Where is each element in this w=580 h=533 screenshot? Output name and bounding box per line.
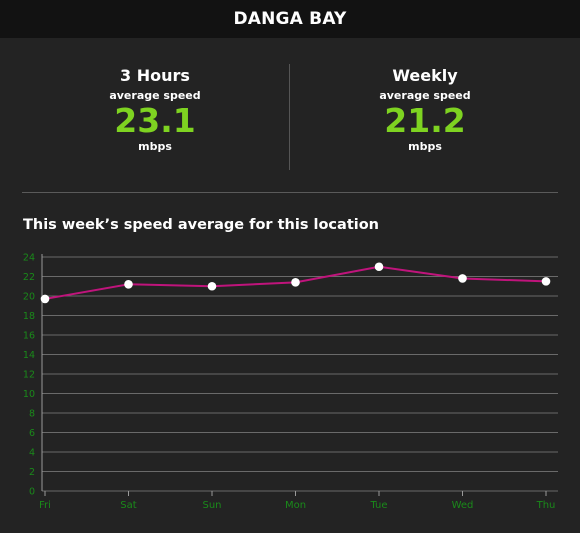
- data-point: [374, 262, 384, 272]
- location-title: DANGA BAY: [233, 9, 347, 29]
- x-tick-label: Fri: [39, 500, 51, 511]
- stat-unit: mbps: [138, 140, 172, 153]
- y-tick-label: 0: [29, 487, 35, 498]
- x-tick-label: Sat: [120, 500, 136, 511]
- x-tick-label: Sun: [202, 500, 221, 511]
- x-tick-label: Thu: [536, 500, 556, 511]
- y-tick-label: 8: [29, 409, 35, 420]
- data-point: [124, 280, 133, 289]
- x-tick-label: Wed: [452, 500, 474, 511]
- stat-unit: mbps: [408, 140, 442, 153]
- data-point: [40, 294, 50, 304]
- data-point: [458, 274, 467, 283]
- y-tick-label: 6: [29, 428, 35, 439]
- stat-value: 21.2: [384, 101, 466, 140]
- stat-label: average speed: [379, 89, 471, 102]
- chart-title: This week’s speed average for this locat…: [23, 217, 380, 233]
- data-point: [207, 281, 217, 291]
- stat-weekly: Weekly average speed 21.2 mbps: [292, 58, 558, 174]
- speed-stats: 3 Hours average speed 23.1 mbps Weekly a…: [22, 58, 558, 174]
- stat-period: Weekly: [392, 66, 458, 85]
- y-tick-label: 22: [23, 272, 35, 283]
- y-tick-label: 20: [23, 292, 35, 303]
- y-tick-label: 10: [23, 389, 35, 400]
- x-tick-label: Tue: [369, 500, 387, 511]
- section-divider: [22, 192, 558, 193]
- stat-label: average speed: [109, 89, 201, 102]
- stats-divider: [289, 64, 290, 170]
- y-tick-label: 18: [23, 311, 35, 322]
- y-tick-label: 24: [23, 253, 35, 264]
- stat-period: 3 Hours: [120, 66, 190, 85]
- y-tick-label: 4: [29, 448, 35, 459]
- stat-value: 23.1: [114, 101, 196, 140]
- y-tick-label: 16: [23, 331, 35, 342]
- stat-3-hours: 3 Hours average speed 23.1 mbps: [22, 58, 288, 174]
- x-tick-label: Mon: [285, 500, 306, 511]
- header-bar: DANGA BAY: [0, 0, 580, 38]
- y-tick-label: 14: [23, 350, 35, 361]
- data-point: [291, 278, 300, 287]
- y-tick-label: 12: [23, 370, 35, 381]
- y-tick-label: 2: [29, 467, 35, 478]
- data-point: [541, 277, 551, 286]
